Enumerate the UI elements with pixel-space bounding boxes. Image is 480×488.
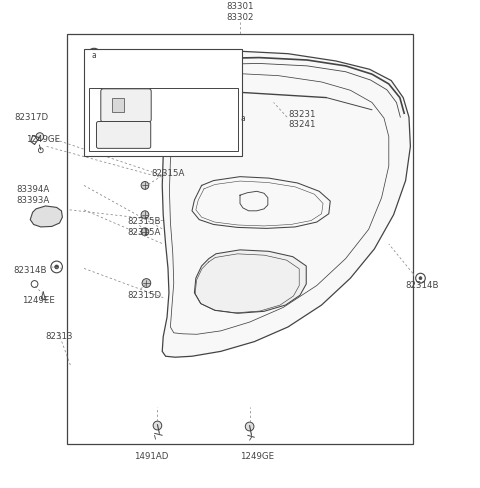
Bar [67, 34, 413, 444]
Text: 93582A: 93582A [202, 98, 235, 107]
Circle shape [416, 273, 425, 283]
Text: 83231
83241: 83231 83241 [288, 110, 315, 129]
Text: 83394A
83393A: 83394A 83393A [17, 185, 50, 205]
Circle shape [31, 281, 38, 287]
Bar [84, 49, 242, 156]
FancyBboxPatch shape [96, 122, 151, 148]
Text: 1249GE: 1249GE [26, 135, 60, 143]
Bar [89, 88, 238, 151]
Circle shape [141, 182, 149, 189]
Text: a: a [92, 51, 96, 60]
Bar [112, 98, 124, 112]
Text: 82317D: 82317D [14, 113, 48, 122]
FancyBboxPatch shape [101, 89, 151, 122]
Text: 1249GE: 1249GE [240, 452, 274, 461]
Text: 82315A: 82315A [151, 169, 185, 178]
Circle shape [142, 279, 151, 287]
Circle shape [235, 111, 250, 126]
Circle shape [141, 228, 149, 236]
Circle shape [141, 211, 149, 219]
Circle shape [245, 422, 254, 431]
Circle shape [153, 421, 162, 430]
Text: 93581F: 93581F [194, 127, 227, 136]
Text: 82314B: 82314B [406, 281, 439, 290]
Circle shape [87, 48, 101, 63]
Text: 1491AD: 1491AD [134, 452, 168, 461]
Text: 82315B
82315A: 82315B 82315A [127, 217, 161, 237]
Polygon shape [194, 250, 306, 313]
Circle shape [36, 133, 44, 141]
Circle shape [55, 265, 59, 269]
Circle shape [38, 148, 43, 153]
Circle shape [51, 261, 62, 273]
Text: 1249EE: 1249EE [22, 296, 54, 305]
Text: 82314B: 82314B [13, 266, 47, 275]
Text: 82313: 82313 [46, 332, 73, 341]
Polygon shape [162, 51, 410, 357]
Polygon shape [30, 206, 62, 227]
Text: 82315D: 82315D [127, 291, 161, 300]
Text: 93580L
93580R: 93580L 93580R [142, 49, 175, 68]
Circle shape [419, 277, 422, 280]
Text: a: a [240, 114, 245, 123]
Text: 83301
83302: 83301 83302 [226, 2, 254, 22]
